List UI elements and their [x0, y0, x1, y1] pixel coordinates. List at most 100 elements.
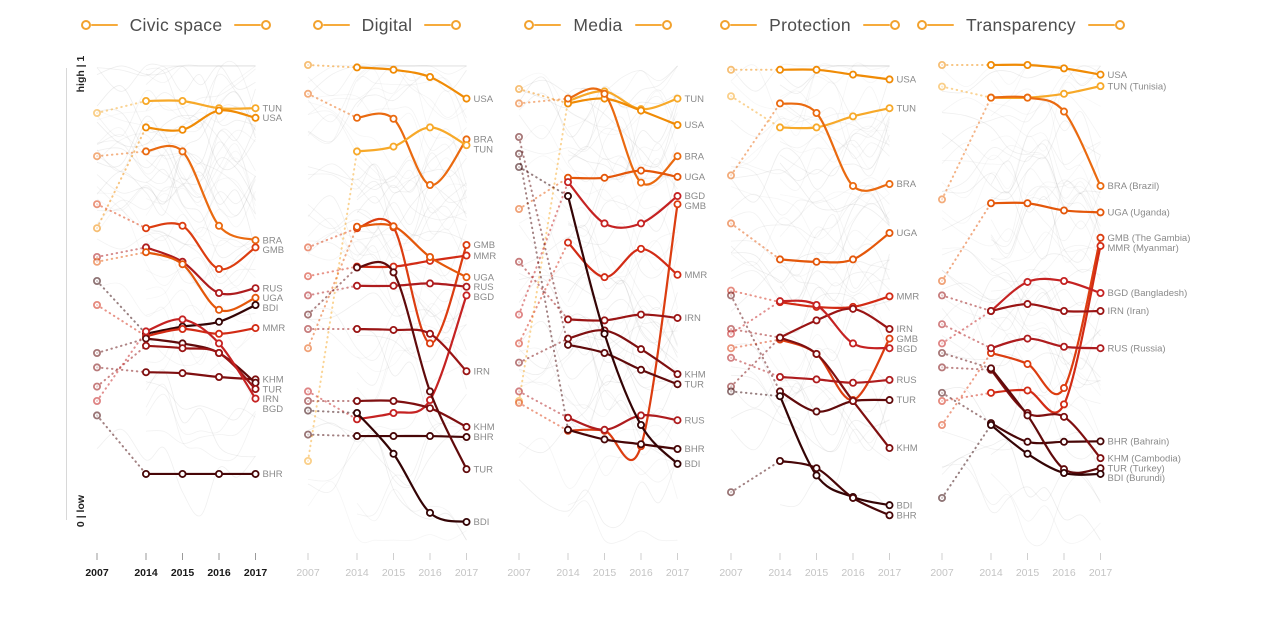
country-label: BDI (Burundi): [1108, 473, 1166, 484]
country-label: TUN (Tunisia): [1108, 81, 1167, 92]
country-label: RUS (Russia): [1108, 343, 1166, 354]
country-label: MMR (Myanmar): [1108, 243, 1179, 254]
country-label: BHR (Bahrain): [1108, 437, 1170, 448]
panel-title-label: Digital: [361, 14, 413, 35]
title-decor-right-icon: [862, 20, 900, 30]
svg-text:2015: 2015: [1016, 567, 1040, 579]
title-decor-right-icon: [424, 20, 462, 30]
country-label: UGA: [897, 228, 918, 239]
country-label: USA: [263, 113, 283, 124]
country-label: RUS: [474, 282, 494, 293]
title-decor-left-icon: [524, 20, 562, 30]
svg-text:2017: 2017: [878, 567, 902, 579]
country-label: KHM (Cambodia): [1108, 453, 1181, 464]
svg-text:2007: 2007: [930, 567, 954, 579]
country-label: KHM: [685, 369, 706, 380]
svg-text:2014: 2014: [556, 567, 580, 579]
country-label: MMR: [685, 270, 708, 281]
country-label: BHR: [897, 510, 917, 521]
svg-text:2007: 2007: [296, 567, 320, 579]
panel-title-label: Protection: [769, 14, 851, 35]
title-decor-left-icon: [917, 20, 955, 30]
country-label: GMB: [897, 334, 919, 345]
svg-text:2007: 2007: [719, 567, 743, 579]
country-label: BDI: [897, 500, 913, 511]
panel-title-digital: Digital: [267, 12, 507, 38]
country-label: USA: [474, 94, 494, 105]
country-label: USA: [897, 75, 917, 86]
country-label: UGA: [474, 272, 495, 283]
country-label: MMR: [263, 323, 286, 334]
country-label: TUR: [897, 395, 917, 406]
country-label: BRA (Brazil): [1108, 181, 1160, 192]
country-label: UGA (Uganda): [1108, 208, 1170, 219]
country-label: TUN: [263, 103, 283, 114]
country-label: BGD: [897, 344, 918, 355]
svg-text:2017: 2017: [244, 567, 268, 579]
country-label: RUS: [685, 415, 705, 426]
country-label: GMB: [474, 240, 496, 251]
svg-text:2015: 2015: [171, 567, 195, 579]
country-label: KHM: [263, 375, 284, 386]
title-decor-left-icon: [720, 20, 758, 30]
country-label: BGD (Bangladesh): [1108, 288, 1188, 299]
title-decor-left-icon: [312, 20, 350, 30]
panel-title-label: Media: [573, 14, 623, 35]
country-label: TUN: [897, 103, 917, 114]
country-label: BHR: [474, 432, 494, 443]
title-decor-left-icon: [80, 20, 118, 30]
country-label: KHM: [474, 422, 495, 433]
country-label: BGD: [263, 404, 284, 415]
svg-text:2015: 2015: [593, 567, 617, 579]
country-label: BHR: [685, 444, 705, 455]
country-label: RUS: [263, 283, 283, 294]
country-label: GMB: [685, 201, 707, 212]
country-label: IRN: [897, 324, 914, 335]
country-label: UGA: [263, 293, 284, 304]
title-decor-right-icon: [634, 20, 672, 30]
title-decor-right-icon: [234, 20, 272, 30]
country-label: TUR (Turkey): [1108, 463, 1165, 474]
y-axis-low-label: 0 | low: [75, 494, 87, 528]
title-decor-right-icon: [1087, 20, 1125, 30]
svg-text:2007: 2007: [85, 567, 109, 579]
country-label: GMB: [263, 245, 285, 256]
country-label: TUN: [474, 144, 494, 155]
country-label: RUS: [897, 375, 917, 386]
svg-text:2015: 2015: [382, 567, 406, 579]
country-label: TUR: [263, 384, 283, 395]
svg-text:2014: 2014: [979, 567, 1003, 579]
country-label: UGA: [685, 172, 706, 183]
country-label: TUR: [685, 379, 705, 390]
panel-title-transparency: Transparency: [901, 12, 1141, 38]
svg-text:2014: 2014: [345, 567, 369, 579]
country-label: TUN: [685, 94, 705, 105]
svg-text:2017: 2017: [666, 567, 690, 579]
country-label: IRN: [685, 313, 702, 324]
panel-title-label: Transparency: [966, 14, 1076, 35]
country-label: MMR: [897, 292, 920, 303]
y-axis-high-label: high | 1: [75, 55, 87, 93]
svg-text:2014: 2014: [134, 567, 158, 579]
country-label: BDI: [685, 459, 701, 470]
country-label: USA: [1108, 70, 1128, 81]
country-label: TUR: [474, 464, 494, 475]
svg-text:2007: 2007: [507, 567, 531, 579]
svg-text:2017: 2017: [1089, 567, 1113, 579]
country-label: IRN: [474, 366, 491, 377]
svg-text:2016: 2016: [418, 567, 442, 579]
country-label: KHM: [897, 443, 918, 454]
svg-text:2015: 2015: [805, 567, 829, 579]
country-label: BGD: [474, 292, 495, 303]
panel-title-media: Media: [478, 12, 718, 38]
panel-title-protection: Protection: [690, 12, 930, 38]
svg-text:2017: 2017: [455, 567, 479, 579]
panel-title-label: Civic space: [129, 14, 223, 35]
svg-text:2016: 2016: [207, 567, 231, 579]
country-label: BGD: [685, 191, 706, 202]
